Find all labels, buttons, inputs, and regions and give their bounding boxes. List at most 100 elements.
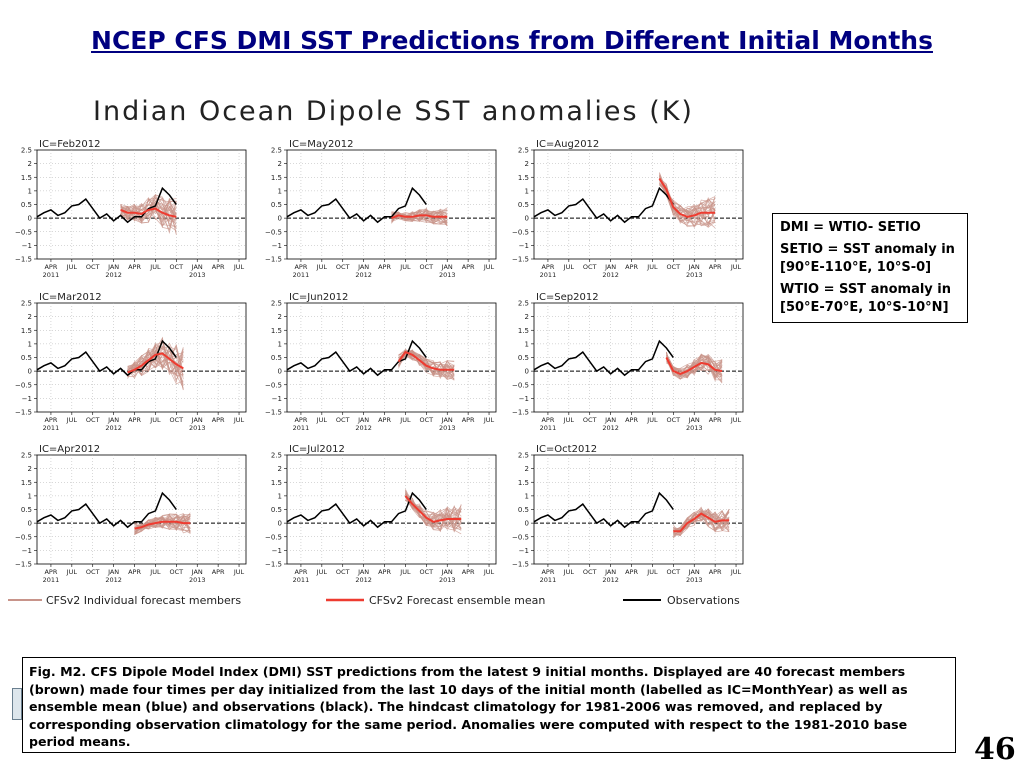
panel-ic-label: IC=Mar2012 <box>39 292 102 303</box>
y-tick-label: 0 <box>28 215 32 223</box>
y-tick-label: 1 <box>278 340 282 348</box>
forecast-member-line <box>120 197 177 231</box>
x-year-label: 2012 <box>355 271 372 279</box>
x-tick-label: APR <box>128 263 141 271</box>
chart-panel: 2.5 2 1.5 1 0.5 0 −0.5 −1 −1.5 APR JUL OCT JAN APR JUL… <box>15 292 247 432</box>
x-tick-label: JAN <box>191 263 203 271</box>
y-tick-label: −1 <box>22 547 32 555</box>
x-year-label: 2011 <box>293 424 310 432</box>
x-tick-label: APR <box>378 568 391 576</box>
x-tick-label: OCT <box>336 568 350 576</box>
y-tick-label: 1.5 <box>271 327 282 335</box>
x-tick-label: APR <box>709 416 722 424</box>
x-year-label: 2011 <box>293 271 310 279</box>
y-tick-label: 0.5 <box>271 354 282 362</box>
x-tick-label: OCT <box>86 416 100 424</box>
y-tick-label: −1.5 <box>15 409 32 417</box>
forecast-member-line <box>666 352 723 380</box>
y-tick-label: 2.5 <box>271 300 282 308</box>
chart-panel: 2.5 2 1.5 1 0.5 0 −0.5 −1 −1.5 APR JUL OCT JAN APR JUL… <box>265 292 497 432</box>
forecast-member-line <box>673 508 730 532</box>
x-tick-label: JUL <box>149 568 161 576</box>
x-year-label: 2012 <box>105 271 122 279</box>
ensemble-mean-line <box>665 357 723 375</box>
y-tick-label: 0 <box>28 368 32 376</box>
y-tick-label: 2 <box>278 313 282 321</box>
y-tick-label: −1 <box>519 242 529 250</box>
x-year-label: 2011 <box>43 424 60 432</box>
ensemble-mean-line <box>658 178 716 218</box>
ensemble-mean-line <box>673 512 730 533</box>
forecast-member-line <box>120 197 177 214</box>
chart-panel: 2.5 2 1.5 1 0.5 0 −0.5 −1 −1.5 APR JUL OCT JAN APR JUL… <box>512 292 744 432</box>
x-year-label: 2013 <box>189 271 206 279</box>
y-tick-label: 2 <box>525 313 529 321</box>
chart-legend: CFSv2 Individual forecast members CFSv2 F… <box>8 594 740 607</box>
panel-ic-label: IC=Sep2012 <box>536 292 599 303</box>
y-tick-label: 1.5 <box>271 479 282 487</box>
y-tick-label: 0.5 <box>21 201 32 209</box>
ensemble-mean-line <box>404 495 462 523</box>
x-year-label: 2012 <box>602 271 619 279</box>
y-tick-label: 1.5 <box>271 174 282 182</box>
x-tick-label: JUL <box>149 416 161 424</box>
forecast-member-line <box>127 340 184 376</box>
y-tick-label: −0.5 <box>15 228 32 236</box>
x-tick-label: JUL <box>730 568 742 576</box>
x-tick-label: JAN <box>107 568 119 576</box>
y-tick-label: 1.5 <box>21 479 32 487</box>
y-tick-label: −0.5 <box>15 381 32 389</box>
y-tick-label: 2 <box>525 465 529 473</box>
x-year-label: 2013 <box>439 424 456 432</box>
panel-ic-label: IC=Oct2012 <box>536 444 597 455</box>
y-tick-label: 1 <box>28 492 32 500</box>
forecast-member-line <box>666 355 723 381</box>
forecast-member-line <box>666 351 723 378</box>
x-tick-label: APR <box>541 263 554 271</box>
x-tick-label: OCT <box>170 568 184 576</box>
x-tick-label: JUL <box>483 263 495 271</box>
x-year-label: 2013 <box>439 576 456 584</box>
x-tick-label: JAN <box>191 416 203 424</box>
y-tick-label: 0 <box>278 368 282 376</box>
y-tick-label: −1.5 <box>512 256 529 264</box>
x-tick-label: APR <box>212 263 225 271</box>
x-tick-label: OCT <box>667 263 681 271</box>
x-tick-label: JUL <box>316 416 328 424</box>
forecast-member-line <box>673 511 730 536</box>
forecast-member-line <box>134 516 191 532</box>
x-tick-label: APR <box>541 416 554 424</box>
y-tick-label: 0.5 <box>518 506 529 514</box>
y-tick-label: 0.5 <box>21 506 32 514</box>
x-year-label: 2013 <box>686 576 703 584</box>
y-tick-label: 1 <box>278 187 282 195</box>
y-tick-label: 0 <box>525 215 529 223</box>
x-tick-label: APR <box>128 568 141 576</box>
y-tick-label: 1.5 <box>21 327 32 335</box>
observation-line <box>36 491 177 529</box>
x-year-label: 2011 <box>540 271 557 279</box>
forecast-member-line <box>666 355 723 371</box>
observation-line <box>286 186 427 224</box>
y-tick-label: 1.5 <box>518 174 529 182</box>
x-tick-label: APR <box>462 568 475 576</box>
x-tick-label: APR <box>294 263 307 271</box>
observation-line <box>533 339 674 377</box>
x-year-label: 2011 <box>43 576 60 584</box>
y-tick-label: 0 <box>278 215 282 223</box>
x-tick-label: OCT <box>86 263 100 271</box>
x-tick-label: JAN <box>107 416 119 424</box>
x-tick-label: JUL <box>233 263 245 271</box>
y-tick-label: −1.5 <box>512 561 529 569</box>
ensemble-mean-line <box>391 214 448 220</box>
y-tick-label: 2.5 <box>518 147 529 155</box>
x-tick-label: OCT <box>86 568 100 576</box>
y-tick-label: 2.5 <box>271 147 282 155</box>
x-tick-label: JAN <box>441 263 453 271</box>
x-year-label: 2012 <box>105 424 122 432</box>
x-tick-label: JUL <box>316 568 328 576</box>
x-tick-label: OCT <box>336 416 350 424</box>
x-year-label: 2013 <box>439 271 456 279</box>
y-tick-label: 2.5 <box>518 452 529 460</box>
y-tick-label: −1.5 <box>15 561 32 569</box>
